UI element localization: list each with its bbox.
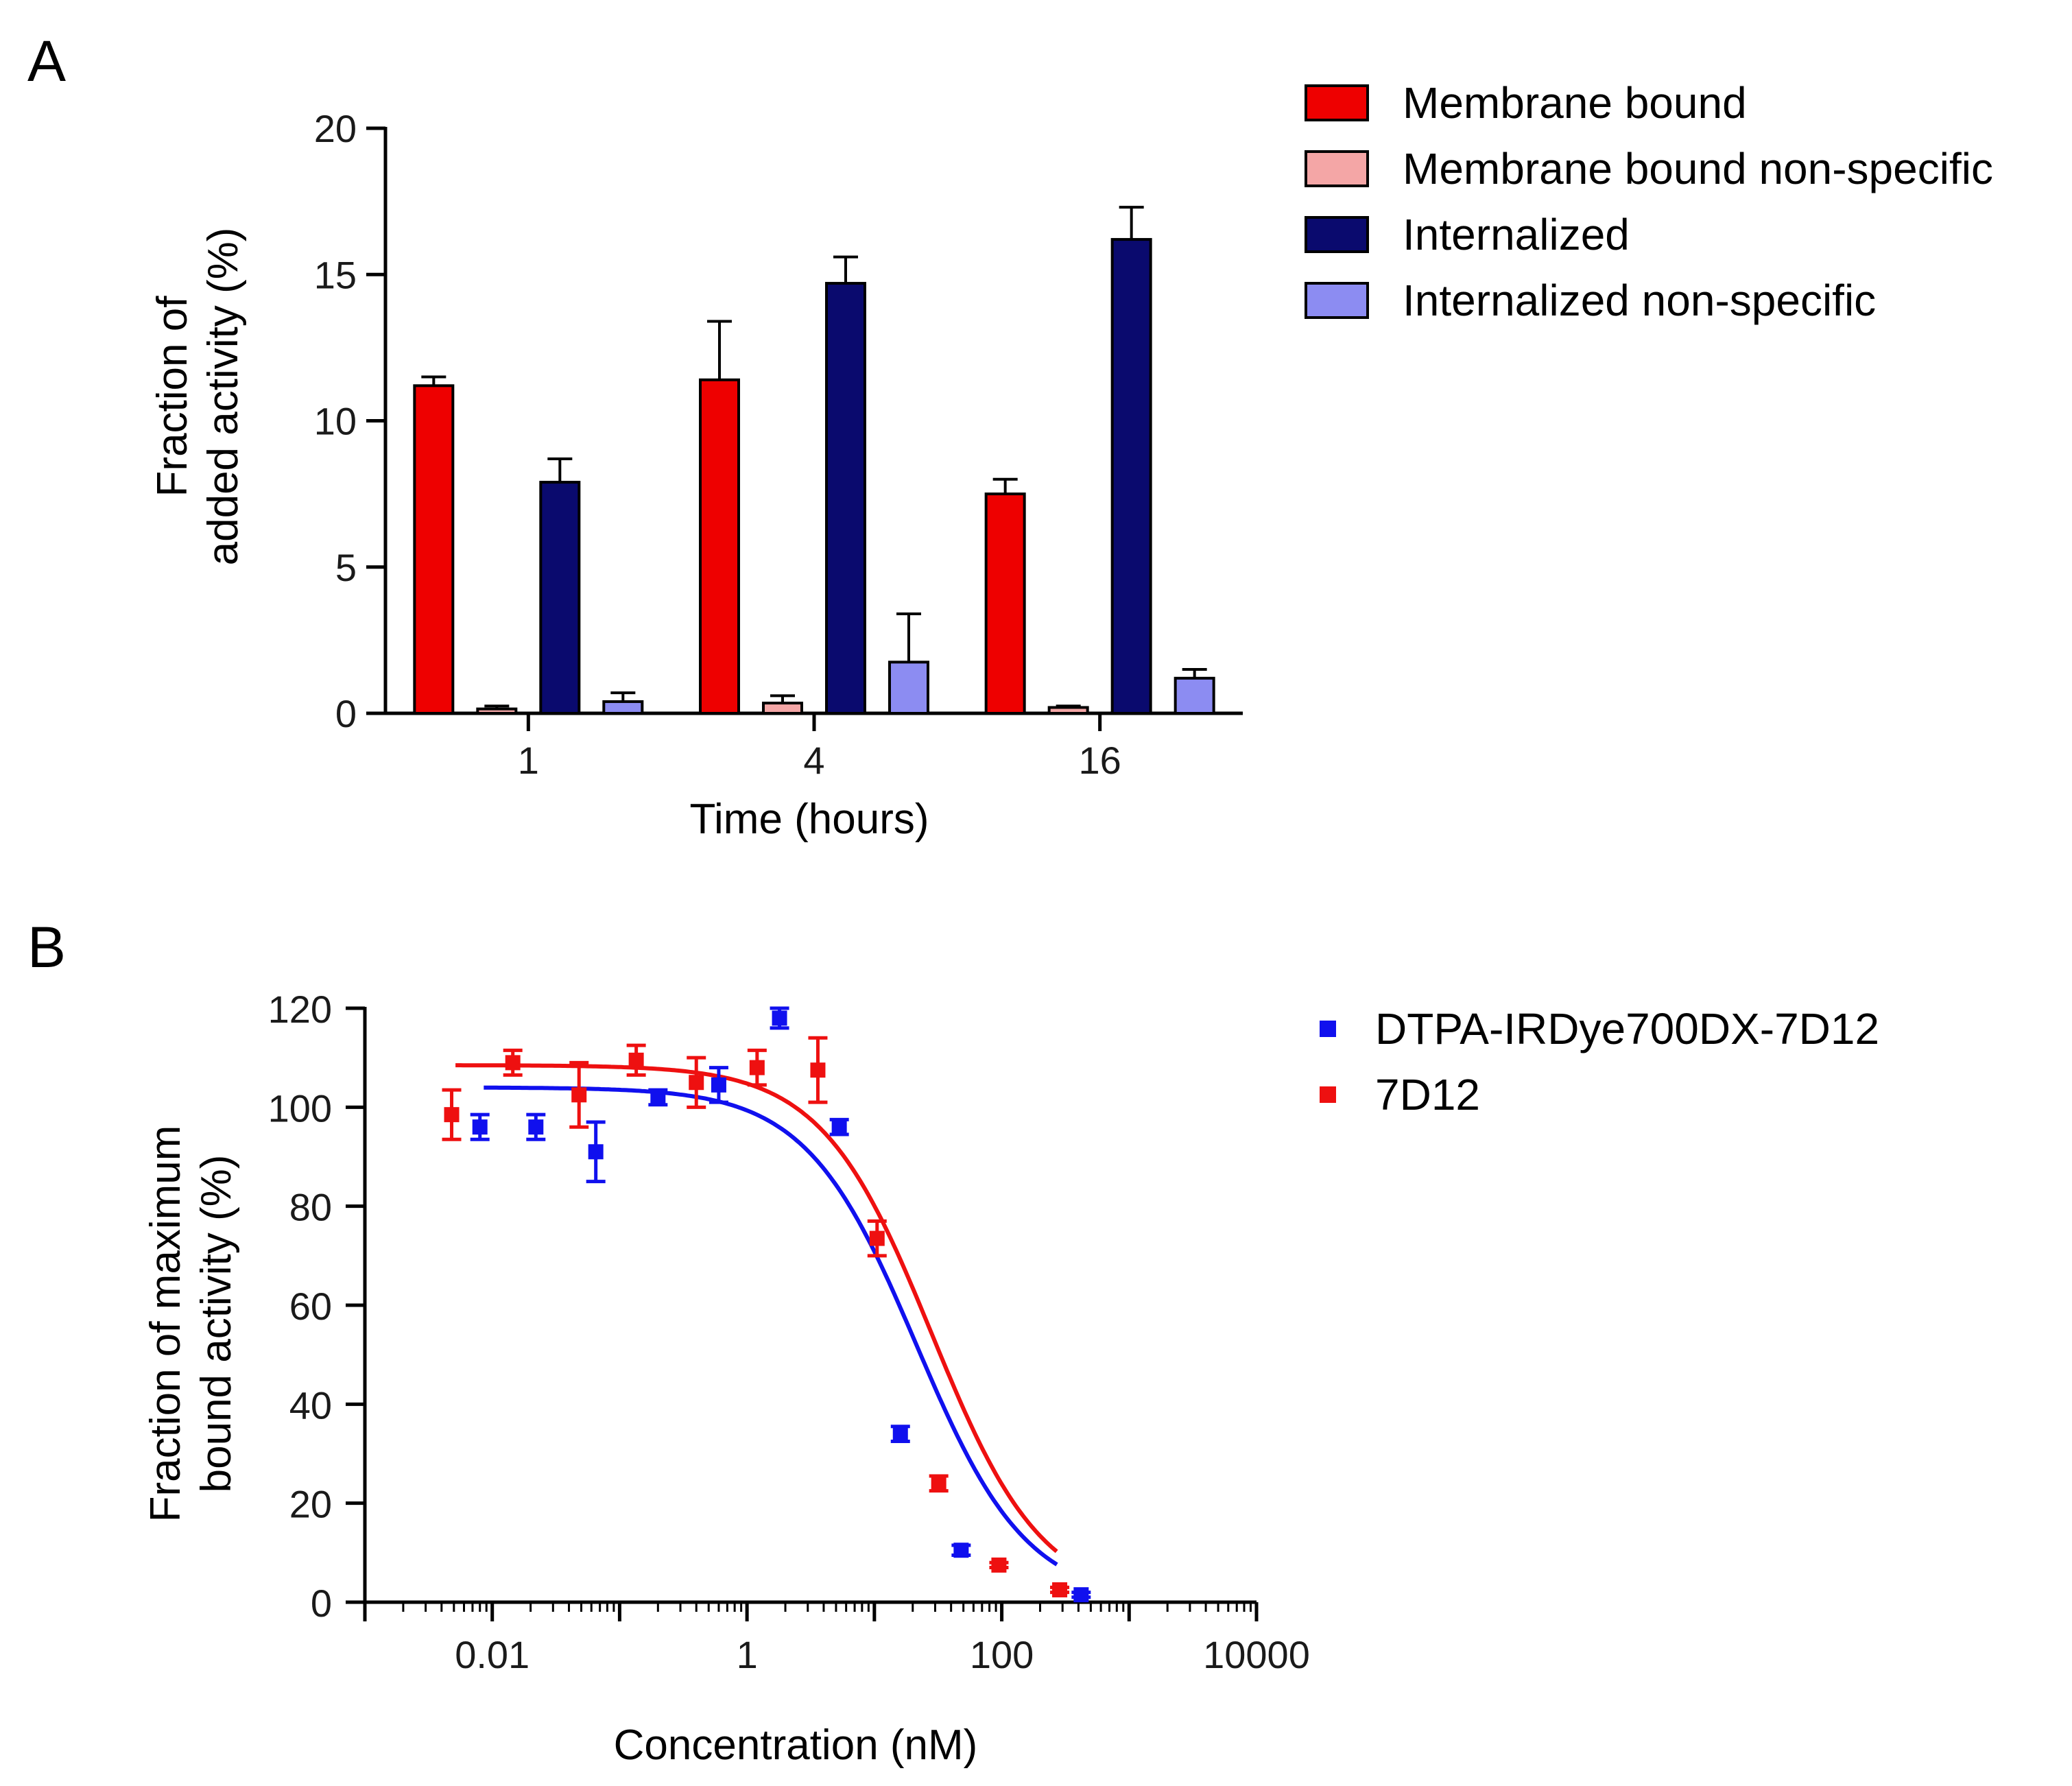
panel-b-data-point — [528, 1119, 544, 1135]
panel-a-x-axis-title: Time (hours) — [689, 796, 929, 843]
panel-label-b: B — [27, 915, 66, 979]
panel-a-bar — [1110, 238, 1152, 715]
panel-b-data-point — [1052, 1582, 1068, 1597]
panel-a-bar — [825, 282, 866, 715]
panel-b-scatter-chart: B 0 20 40 60 80 100 120 0.01 1 100 10000 Concentra… — [27, 915, 1879, 1769]
panel-a-bars — [413, 206, 1215, 715]
panel-b-data-point — [711, 1077, 726, 1093]
panel-b-x-tick-label: 100 — [970, 1633, 1034, 1676]
panel-a-y-axis-title-line2: added activity (%) — [200, 228, 247, 566]
panel-label-a: A — [27, 29, 66, 93]
panel-b-y-tick-label: 120 — [268, 988, 332, 1031]
panel-b-data-point — [931, 1475, 946, 1491]
panel-a-x-tick-label: 4 — [803, 739, 824, 782]
panel-b-y-tick-label: 60 — [289, 1285, 332, 1328]
panel-b-data-point — [831, 1119, 847, 1135]
panel-b-data-point — [749, 1060, 765, 1075]
panel-a-legend-label: Membrane bound non-specific — [1403, 144, 1993, 193]
panel-b-legend-marker — [1320, 1086, 1336, 1103]
panel-a-bar — [539, 481, 581, 715]
panel-b-legend-label: DTPA-IRDye700DX-7D12 — [1375, 1004, 1879, 1053]
panel-b-data-point — [628, 1052, 644, 1068]
panel-b-y-axis-title-line1: Fraction of maximum — [142, 1126, 189, 1523]
panel-a-x-tick-label: 1 — [518, 739, 539, 782]
panel-b-data-point — [953, 1543, 969, 1558]
panel-b-legend: DTPA-IRDye700DX-7D12 7D12 — [1320, 1004, 1879, 1119]
panel-a-legend-swatch — [1305, 150, 1369, 187]
panel-b-points — [442, 1006, 1091, 1603]
panel-a-legend-swatch — [1305, 84, 1369, 121]
panel-a-legend-label: Internalized non-specific — [1403, 276, 1876, 325]
panel-b-x-tick-label: 10000 — [1203, 1633, 1310, 1676]
panel-b-data-point — [650, 1089, 666, 1105]
panel-a-y-tick-label: 0 — [335, 692, 357, 735]
panel-a-bar — [888, 660, 929, 715]
panel-a-axes: 0 5 10 15 20 1 4 16 — [314, 107, 1243, 782]
panel-b-data-point — [869, 1230, 885, 1246]
panel-b-data-point — [472, 1119, 488, 1135]
panel-b-data-point — [444, 1107, 460, 1123]
panel-a-legend-swatch — [1305, 216, 1369, 253]
panel-b-data-point — [505, 1055, 521, 1071]
panel-a-y-tick-label: 20 — [314, 107, 357, 150]
panel-a-bar — [602, 700, 644, 715]
panel-a-legend-swatch — [1305, 282, 1369, 319]
panel-a-bar — [1174, 676, 1215, 715]
panel-a-y-tick-label: 10 — [314, 400, 357, 443]
panel-b-axes: 0 20 40 60 80 100 120 0.01 1 100 10000 — [268, 988, 1310, 1676]
panel-a-bar — [699, 378, 740, 715]
panel-a-legend: Membrane bound Membrane bound non-specifi… — [1305, 78, 1993, 325]
panel-b-x-tick-label: 1 — [737, 1633, 758, 1676]
panel-b-x-tick-label: 0.01 — [455, 1633, 529, 1676]
panel-b-data-point — [1073, 1587, 1089, 1603]
panel-b-y-tick-label: 20 — [289, 1483, 332, 1526]
panel-b-data-point — [892, 1426, 908, 1442]
panel-a-bar — [762, 702, 803, 715]
panel-a-bar — [1047, 706, 1089, 715]
panel-b-data-point — [810, 1062, 826, 1078]
panel-a-y-tick-label: 15 — [314, 253, 357, 296]
panel-b-data-point — [571, 1087, 587, 1103]
panel-b-data-point — [991, 1557, 1007, 1573]
panel-b-legend-label: 7D12 — [1375, 1070, 1480, 1119]
panel-a-y-axis-title-line1: Fraction of — [149, 296, 196, 497]
panel-b-data-point — [588, 1144, 604, 1160]
panel-b-y-tick-label: 40 — [289, 1383, 332, 1427]
panel-a-bar — [984, 492, 1026, 715]
panel-b-y-tick-label: 0 — [311, 1582, 332, 1625]
panel-b-fit-curve — [484, 1085, 1058, 1567]
panel-b-fit-curves — [455, 1063, 1058, 1567]
panel-b-y-axis-title-line2: bound activity (%) — [193, 1155, 240, 1493]
panel-a-y-tick-label: 5 — [335, 546, 357, 589]
panel-b-y-tick-label: 100 — [268, 1086, 332, 1130]
panel-a-legend-label: Membrane bound — [1403, 78, 1747, 128]
panel-a-legend-label: Internalized — [1403, 210, 1630, 259]
panel-b-x-axis-title: Concentration (nM) — [614, 1722, 978, 1769]
panel-b-fit-curve — [455, 1063, 1058, 1553]
panel-a-bar — [413, 384, 455, 715]
panel-b-data-point — [689, 1075, 704, 1091]
panel-b-legend-marker — [1320, 1021, 1336, 1037]
panel-b-y-tick-label: 80 — [289, 1186, 332, 1229]
panel-b-data-point — [772, 1010, 787, 1026]
panel-a-bar — [476, 707, 518, 715]
panel-a-x-tick-label: 16 — [1079, 739, 1121, 782]
